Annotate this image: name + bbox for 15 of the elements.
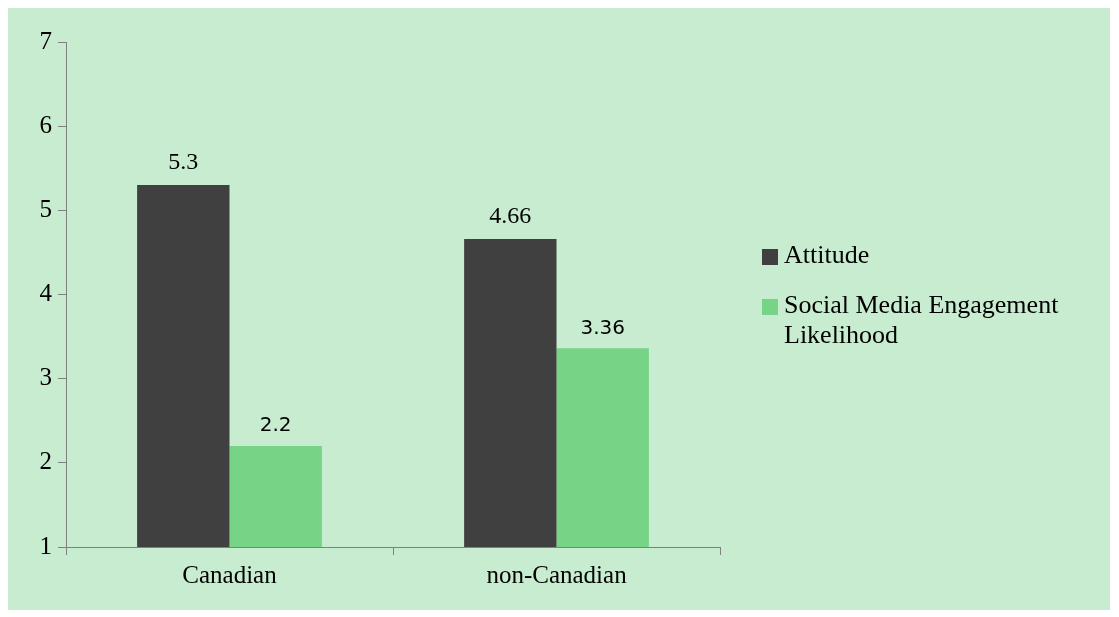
y-tick-label: 5: [39, 194, 52, 222]
y-tick-label: 3: [39, 363, 52, 391]
y-tick-label: 1: [39, 531, 52, 559]
y-tick-label: 7: [39, 26, 52, 54]
data-label: 4.66: [489, 202, 532, 229]
data-label: 5.3: [168, 148, 199, 175]
x-tick-label: non-Canadian: [486, 560, 628, 588]
data-label: 2.2: [259, 412, 292, 437]
y-tick-label: 2: [39, 447, 52, 475]
legend-label: Social Media Engagement Likelihood: [784, 290, 1060, 350]
x-tick-label: Canadian: [182, 560, 278, 588]
legend-label: Attitude: [784, 240, 870, 270]
y-tick-label: 4: [39, 279, 53, 307]
y-tick-label: 6: [39, 110, 52, 138]
data-label: 3.36: [580, 314, 625, 339]
